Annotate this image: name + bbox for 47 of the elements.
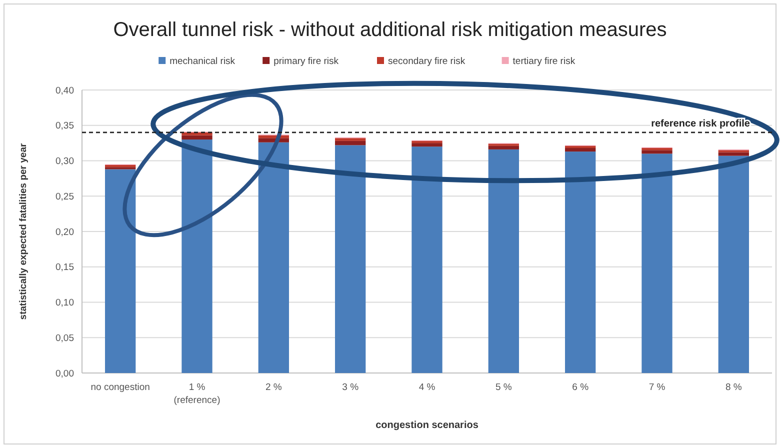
- bar: [565, 148, 596, 152]
- y-tick-label: 0,20: [56, 226, 74, 238]
- x-tick-label: 2 %: [265, 382, 282, 393]
- bar: [412, 146, 442, 373]
- ref-line-label: reference risk profile: [651, 118, 750, 130]
- bar: [182, 140, 212, 373]
- bar: [718, 152, 749, 156]
- x-axis-title: congestion scenarios: [376, 420, 479, 431]
- bar: [335, 138, 366, 141]
- y-tick-label: 0,15: [56, 262, 74, 274]
- chart-title: Overall tunnel risk - without additional risk mitigation measures: [113, 19, 667, 41]
- bar: [335, 145, 366, 373]
- legend-label: tertiary fire risk: [512, 56, 576, 67]
- y-tick-label: 0,00: [56, 368, 74, 380]
- bar: [565, 146, 596, 148]
- bar: [335, 140, 366, 146]
- bar: [182, 135, 212, 140]
- y-tick-label: 0,05: [56, 332, 74, 344]
- bar: [642, 150, 672, 154]
- bar: [718, 156, 749, 373]
- bar: [488, 146, 519, 150]
- bar: [642, 154, 672, 373]
- legend-label: secondary fire risk: [388, 56, 466, 67]
- x-tick-label: 5 %: [495, 382, 512, 393]
- bar: [488, 149, 519, 373]
- y-axis-title: statistically expected fatalities per year: [18, 143, 29, 320]
- x-tick-label: 1 % (reference): [174, 382, 220, 406]
- y-tick-label: 0,25: [56, 191, 74, 202]
- bar: [258, 142, 289, 373]
- bar: [565, 152, 596, 373]
- x-tick-label: 3 %: [342, 382, 360, 393]
- bar: [105, 169, 136, 373]
- bar: [412, 140, 442, 144]
- bar: [412, 143, 442, 147]
- x-tick-label: 7 %: [648, 382, 666, 393]
- y-tick-label: 0,40: [56, 85, 74, 96]
- x-tick-label: 8 %: [725, 382, 742, 393]
- y-tick-label: 0,35: [56, 120, 74, 132]
- y-tick-label: 0,10: [56, 298, 74, 309]
- bar: [105, 164, 136, 168]
- bar: [182, 132, 212, 136]
- x-tick-label: 6 %: [572, 382, 590, 393]
- legend-label: primary fire risk: [274, 56, 339, 67]
- y-tick-label: 0,30: [56, 156, 74, 168]
- x-tick-label: no congestion: [90, 382, 150, 393]
- x-tick-label: 4 %: [418, 382, 436, 393]
- legend-label: mechanical risk: [170, 56, 236, 67]
